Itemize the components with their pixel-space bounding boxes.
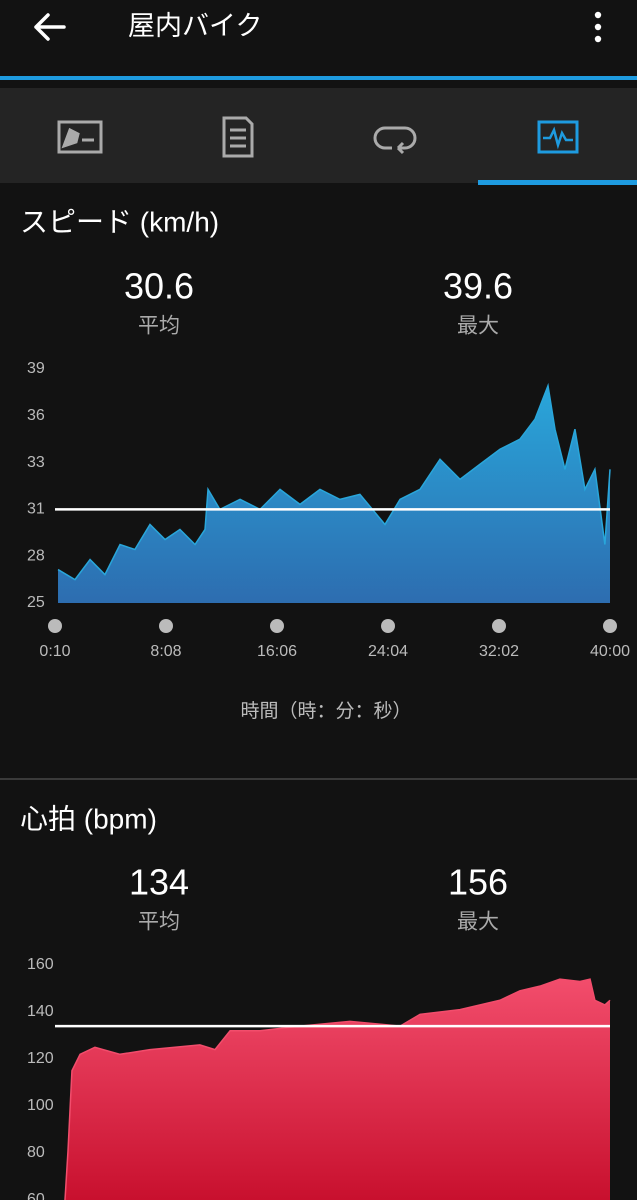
stat-label: 最大 — [457, 315, 499, 338]
x-tick-dot — [492, 619, 506, 633]
section-title: スピード (km/h) — [20, 206, 219, 237]
stat-label: 最大 — [457, 911, 499, 934]
section-divider — [0, 778, 637, 780]
back-button[interactable] — [34, 13, 66, 41]
y-tick-label: 60 — [27, 1191, 45, 1200]
x-tick-dot — [603, 619, 617, 633]
x-tick-label: 0:10 — [39, 643, 70, 660]
stat-label: 平均 — [138, 315, 180, 338]
x-axis-label: 時間（時：分：秒） — [240, 700, 411, 722]
header-title: 屋内バイク — [128, 11, 262, 41]
x-tick-dot — [270, 619, 284, 633]
stat-value: 134 — [129, 862, 189, 903]
x-tick-dot — [48, 619, 62, 633]
tab-charts[interactable] — [537, 120, 579, 154]
stat-value: 30.6 — [124, 266, 194, 307]
stat-label: 平均 — [138, 911, 180, 934]
tab-bar — [0, 88, 637, 183]
stat-value: 39.6 — [443, 266, 513, 307]
area-line — [64, 978, 611, 1200]
y-tick-label: 25 — [27, 594, 45, 611]
x-tick-dot — [381, 619, 395, 633]
y-tick-label: 160 — [27, 956, 54, 973]
tab-details[interactable] — [222, 116, 254, 158]
x-tick-label: 24:04 — [368, 643, 408, 660]
y-tick-label: 100 — [27, 1097, 54, 1114]
x-tick-label: 16:06 — [257, 643, 297, 660]
y-tick-label: 33 — [27, 454, 45, 471]
tab-indicator — [478, 180, 637, 185]
tab-overview[interactable] — [57, 120, 103, 154]
x-tick-dot — [159, 619, 173, 633]
x-tick-label: 32:02 — [479, 643, 519, 660]
y-tick-label: 140 — [27, 1003, 54, 1020]
area-line — [57, 382, 611, 581]
x-tick-label: 40:00 — [590, 643, 630, 660]
stat-value: 156 — [448, 862, 508, 903]
area-fill — [64, 979, 611, 1200]
y-tick-label: 36 — [27, 407, 45, 424]
y-tick-label: 39 — [27, 360, 45, 377]
accent-line — [0, 76, 637, 80]
x-tick-label: 8:08 — [150, 643, 181, 660]
menu-button[interactable] — [594, 11, 602, 43]
area-fill — [58, 385, 611, 603]
y-tick-label: 31 — [27, 501, 45, 518]
y-tick-label: 28 — [27, 547, 45, 564]
y-tick-label: 120 — [27, 1050, 54, 1067]
section-title: 心拍 (bpm) — [20, 803, 157, 834]
y-tick-label: 80 — [27, 1144, 45, 1161]
tab-laps[interactable] — [373, 126, 417, 155]
